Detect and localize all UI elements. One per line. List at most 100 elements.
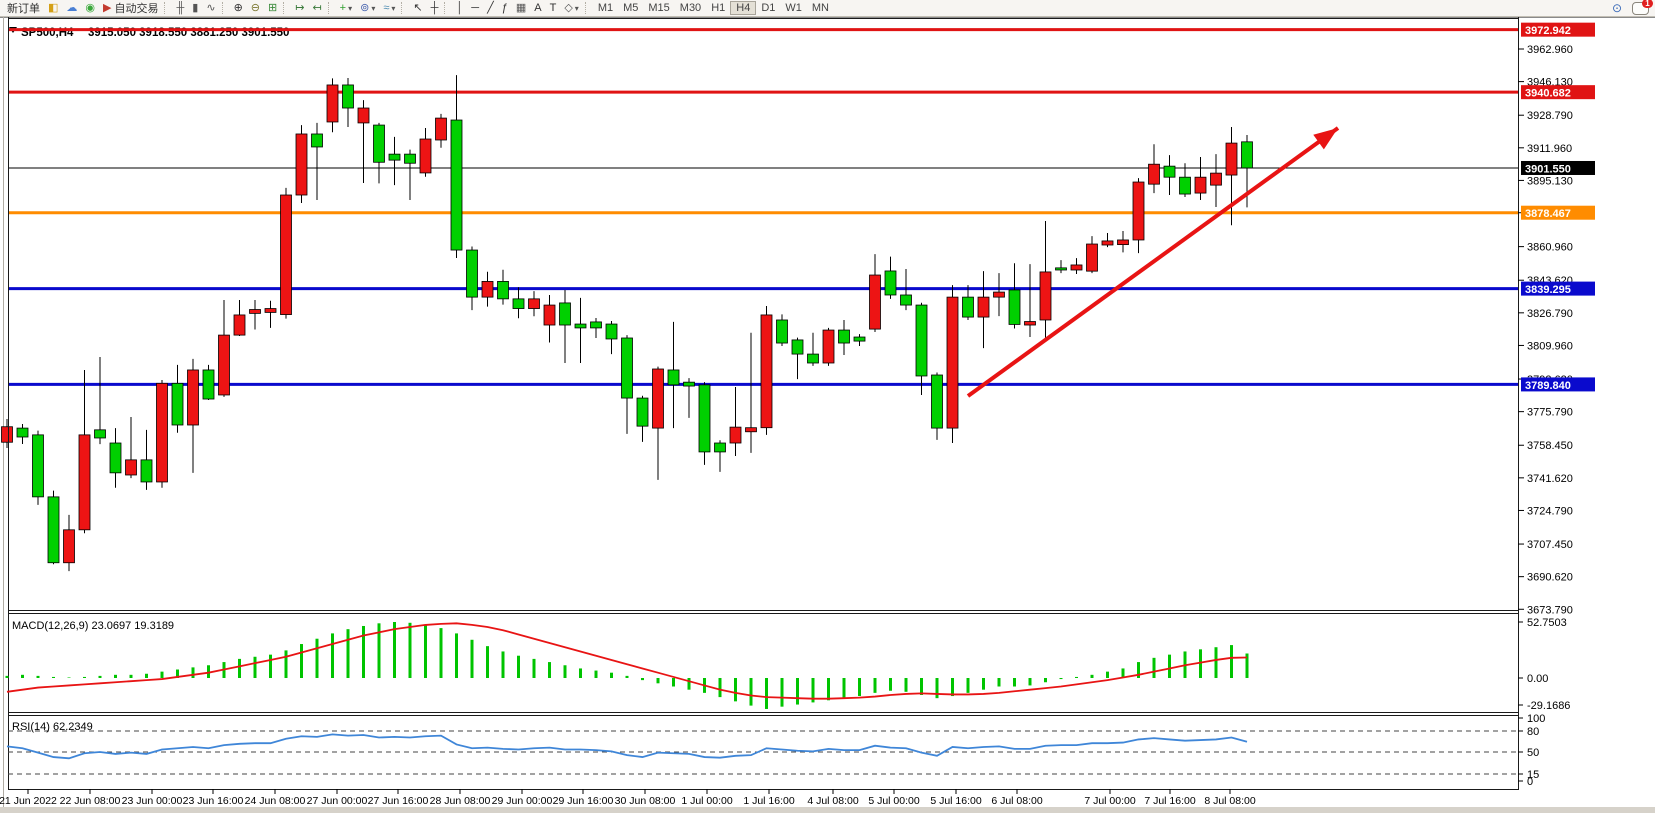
candle xyxy=(528,291,540,317)
candle-body-bull xyxy=(1101,240,1114,246)
price-axis-label: 3775.790 xyxy=(1527,407,1573,419)
candle-body-bull xyxy=(1086,243,1098,272)
timeframe-m30[interactable]: M30 xyxy=(679,2,702,14)
candle-body-bull xyxy=(156,382,168,483)
candle xyxy=(590,318,602,338)
arrows-button-glyph: ◇ xyxy=(564,1,573,14)
tile-windows-icon[interactable]: ⊞ xyxy=(264,1,281,16)
autotrading-button[interactable]: ▶ 自动交易 xyxy=(99,1,162,16)
candle xyxy=(621,335,633,434)
notification-badge: 1 xyxy=(1642,0,1653,8)
price-axis-label: 3962.960 xyxy=(1527,44,1573,56)
dropdown-caret: ▾ xyxy=(391,3,396,13)
template-button[interactable]: ≈ ▾ xyxy=(379,1,399,16)
notifications-icon[interactable]: 1 xyxy=(1632,0,1653,15)
candle-body-bear xyxy=(791,339,804,355)
candle-body-bull xyxy=(652,368,664,429)
rsi-axis-label: 0 xyxy=(1527,776,1533,788)
cursor-button[interactable]: ↖ xyxy=(409,1,426,16)
label-button-glyph: T xyxy=(549,1,557,14)
timeframe-mn[interactable]: MN xyxy=(811,2,829,14)
candle xyxy=(993,273,1005,317)
auto-scroll-icon[interactable]: ↦ xyxy=(291,1,308,16)
timeframe-m15[interactable]: M15 xyxy=(648,2,670,14)
candle xyxy=(776,314,788,346)
time-axis-label: 1 Jul 16:00 xyxy=(743,795,795,807)
candle xyxy=(47,490,60,565)
trend-arrow-line[interactable] xyxy=(966,126,1340,398)
candle xyxy=(1225,127,1238,226)
candle-body-bear xyxy=(16,427,29,438)
timeframe-h4[interactable]: H4 xyxy=(730,1,757,15)
candle-body-bear xyxy=(1055,267,1067,271)
rsi-axis-label: 80 xyxy=(1527,726,1539,738)
timeframe-m1[interactable]: M1 xyxy=(597,2,614,14)
candle xyxy=(512,287,525,319)
trendline-button[interactable]: ╱ xyxy=(483,1,498,16)
profile-cloud-icon[interactable]: ☁ xyxy=(62,1,81,16)
candle xyxy=(140,429,153,490)
zoom-in-icon[interactable]: ⊕ xyxy=(230,1,247,16)
candle xyxy=(1210,154,1222,208)
candle xyxy=(419,127,432,177)
bar-chart-icon[interactable]: ╫ xyxy=(172,1,188,16)
rsi-pane[interactable] xyxy=(8,715,1518,789)
candle-body-bear xyxy=(47,496,60,564)
time-axis-label: 29 Jun 00:00 xyxy=(492,795,553,807)
price-axis-label: 3809.960 xyxy=(1527,340,1573,352)
candle xyxy=(1117,231,1129,253)
arrows-button[interactable]: ◇ ▾ xyxy=(560,1,582,16)
time-axis-label: 7 Jul 16:00 xyxy=(1144,795,1196,807)
macd-axis-label: -29.1686 xyxy=(1527,700,1570,712)
candle-body-bear xyxy=(466,249,478,298)
new-order-button[interactable]: 新订单 xyxy=(0,1,44,16)
candle xyxy=(326,78,339,133)
candle-body-bull xyxy=(1,426,13,443)
fibonacci-button[interactable]: ƒ xyxy=(498,1,512,16)
text-button[interactable]: A xyxy=(530,1,545,16)
vline-button[interactable]: │ xyxy=(452,1,467,16)
zoom-out-icon[interactable]: ⊖ xyxy=(247,1,264,16)
candle-body-bull xyxy=(1024,321,1036,326)
chart-shift-icon-glyph: ↤ xyxy=(312,1,322,14)
candle-body-bull xyxy=(1132,181,1145,241)
candle-body-bull xyxy=(233,314,246,336)
label-button[interactable]: T xyxy=(546,1,561,16)
resistance-line-2-badge xyxy=(1521,85,1595,100)
period-button[interactable]: ⊚ ▾ xyxy=(356,1,379,16)
new-chart-button[interactable]: + ▾ xyxy=(336,1,356,16)
search-icon[interactable]: ⊙ xyxy=(1611,1,1622,15)
candle-body-bull xyxy=(528,298,540,309)
signal-icon[interactable]: ◉ xyxy=(81,1,99,16)
hline-button[interactable]: ─ xyxy=(467,1,483,16)
candle xyxy=(295,125,308,203)
timeframe-d1[interactable]: D1 xyxy=(761,2,776,14)
candle xyxy=(683,378,695,418)
candle xyxy=(171,364,184,433)
candle xyxy=(1194,157,1207,201)
timeframe-h1[interactable]: H1 xyxy=(711,2,726,14)
candle xyxy=(16,424,29,444)
candle-body-bull xyxy=(946,296,959,429)
hline-button-glyph: ─ xyxy=(471,1,480,14)
candle xyxy=(667,321,680,429)
vline-button-glyph: │ xyxy=(456,1,464,14)
chart-shift-icon[interactable]: ↤ xyxy=(308,1,325,16)
zoom-in-icon-glyph: ⊕ xyxy=(233,1,243,14)
timeframe-m5[interactable]: M5 xyxy=(623,2,639,14)
candle xyxy=(962,285,974,320)
line-chart-icon[interactable]: ∿ xyxy=(202,1,219,16)
crosshair-button[interactable]: ┼ xyxy=(427,1,443,16)
price-axis[interactable] xyxy=(1519,17,1655,790)
candle xyxy=(543,294,556,343)
bucket-icon[interactable]: ◧ xyxy=(44,1,62,16)
candlestick-chart-icon[interactable]: ▮ xyxy=(188,1,202,16)
main-chart-pane[interactable] xyxy=(8,18,1518,610)
timeframe-w1[interactable]: W1 xyxy=(785,2,802,14)
new-chart-button-glyph: + xyxy=(339,1,347,14)
channel-button[interactable]: ▦ xyxy=(512,1,530,16)
candle-body-bull xyxy=(419,138,432,174)
candle-body-bear xyxy=(574,323,587,329)
candle-body-bear xyxy=(621,337,633,399)
